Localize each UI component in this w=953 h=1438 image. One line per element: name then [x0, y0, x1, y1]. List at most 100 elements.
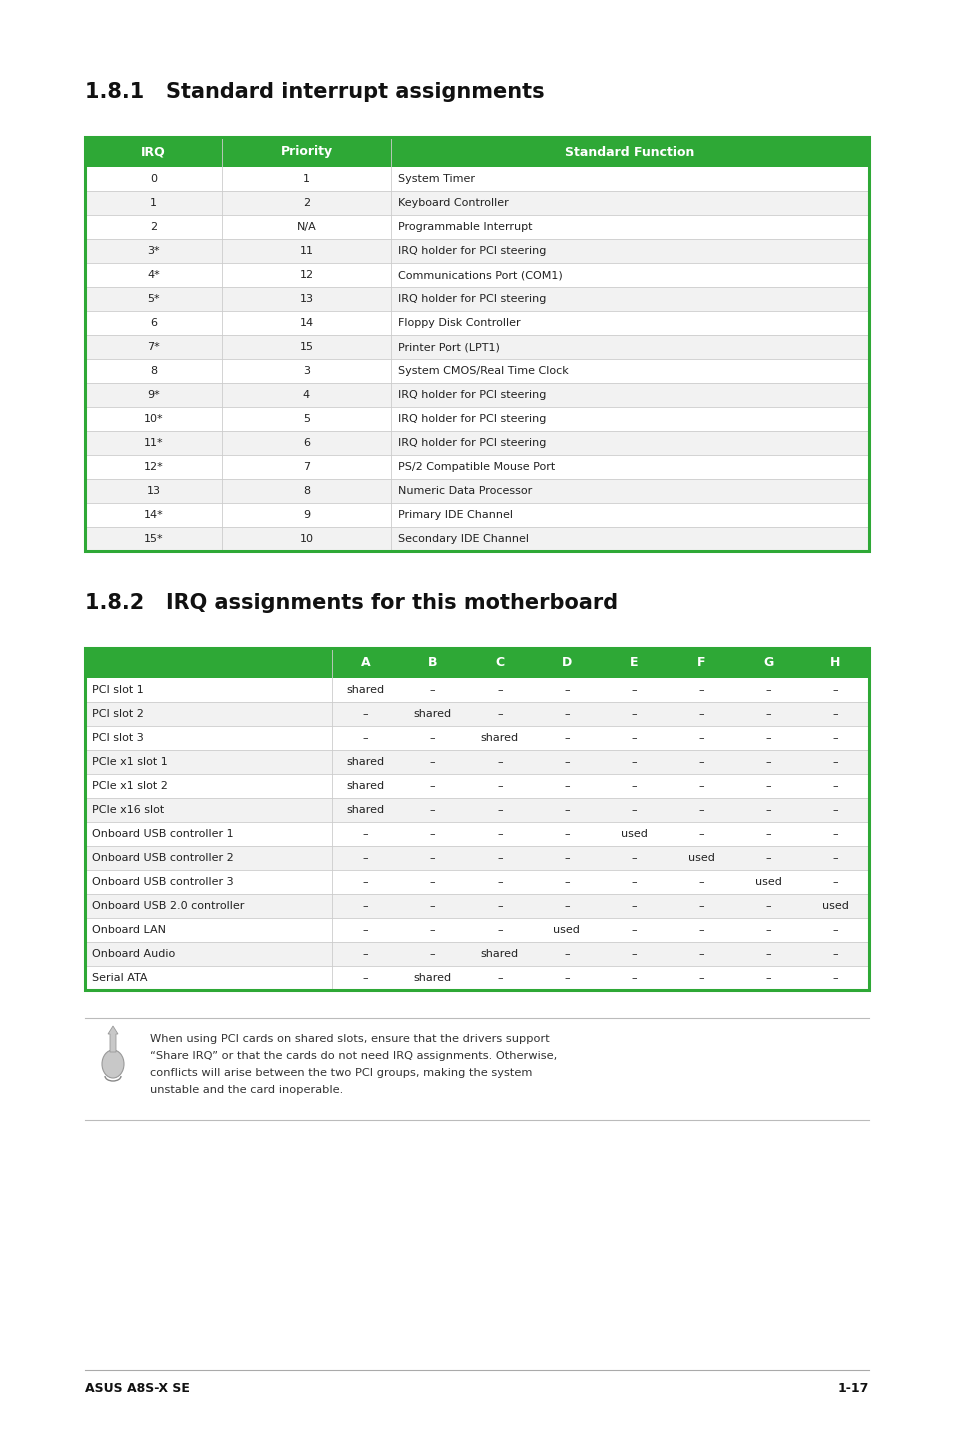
Bar — [398, 798, 466, 823]
Text: IRQ: IRQ — [141, 145, 166, 158]
Text: –: – — [631, 805, 637, 815]
Text: –: – — [698, 709, 703, 719]
Bar — [599, 774, 667, 798]
Text: Onboard USB controller 2: Onboard USB controller 2 — [91, 853, 233, 863]
Text: C: C — [495, 657, 504, 670]
Text: –: – — [832, 709, 838, 719]
Text: –: – — [764, 781, 770, 791]
Bar — [533, 649, 599, 677]
Bar — [734, 870, 801, 894]
Text: System Timer: System Timer — [397, 174, 475, 184]
Text: unstable and the card inoperable.: unstable and the card inoperable. — [150, 1086, 343, 1094]
Text: –: – — [563, 781, 569, 791]
Text: –: – — [832, 756, 838, 766]
Bar — [398, 966, 466, 989]
Text: –: – — [362, 877, 368, 887]
Bar — [222, 216, 391, 239]
Text: Secondary IDE Channel: Secondary IDE Channel — [397, 533, 528, 544]
Text: 1.8.1   Standard interrupt assignments: 1.8.1 Standard interrupt assignments — [85, 82, 544, 102]
Bar — [391, 454, 868, 479]
Text: 2: 2 — [303, 198, 310, 209]
Text: used: used — [553, 925, 579, 935]
Text: IRQ holder for PCI steering: IRQ holder for PCI steering — [397, 414, 545, 424]
Bar — [85, 726, 332, 751]
Bar — [85, 216, 222, 239]
Text: –: – — [832, 877, 838, 887]
Text: IRQ holder for PCI steering: IRQ holder for PCI steering — [397, 293, 545, 303]
Bar — [533, 774, 599, 798]
Bar — [734, 823, 801, 846]
Text: 8: 8 — [150, 367, 157, 375]
Bar — [85, 870, 332, 894]
Text: –: – — [832, 805, 838, 815]
Bar — [734, 894, 801, 917]
Bar — [599, 917, 667, 942]
Text: –: – — [698, 925, 703, 935]
Text: 1-17: 1-17 — [837, 1382, 868, 1395]
Text: Printer Port (LPT1): Printer Port (LPT1) — [397, 342, 499, 352]
Text: shared: shared — [346, 781, 384, 791]
Bar — [222, 526, 391, 551]
Bar — [85, 454, 222, 479]
Text: IRQ holder for PCI steering: IRQ holder for PCI steering — [397, 390, 545, 400]
Bar — [85, 263, 222, 288]
Text: Priority: Priority — [280, 145, 333, 158]
Text: –: – — [497, 828, 502, 838]
Bar — [85, 383, 222, 407]
Text: –: – — [362, 828, 368, 838]
Bar — [85, 798, 332, 823]
Bar — [85, 677, 332, 702]
Text: –: – — [362, 974, 368, 984]
Bar — [222, 454, 391, 479]
Text: –: – — [430, 684, 435, 695]
Bar — [801, 702, 868, 726]
Text: –: – — [563, 949, 569, 959]
Text: –: – — [698, 781, 703, 791]
Text: 5: 5 — [303, 414, 310, 424]
Text: –: – — [563, 877, 569, 887]
Bar — [466, 702, 533, 726]
Text: System CMOS/Real Time Clock: System CMOS/Real Time Clock — [397, 367, 568, 375]
Text: –: – — [430, 781, 435, 791]
Text: –: – — [631, 756, 637, 766]
Bar — [391, 360, 868, 383]
Text: Standard Function: Standard Function — [564, 145, 694, 158]
Bar — [85, 702, 332, 726]
Bar — [391, 239, 868, 263]
Bar — [801, 942, 868, 966]
Bar — [398, 917, 466, 942]
Text: –: – — [430, 805, 435, 815]
Bar — [599, 798, 667, 823]
Text: –: – — [698, 805, 703, 815]
Text: shared: shared — [346, 684, 384, 695]
Text: Primary IDE Channel: Primary IDE Channel — [397, 510, 512, 521]
Bar — [398, 846, 466, 870]
Bar — [398, 751, 466, 774]
Text: G: G — [762, 657, 773, 670]
Bar — [222, 137, 391, 167]
Text: –: – — [430, 949, 435, 959]
Text: –: – — [764, 853, 770, 863]
Bar — [734, 649, 801, 677]
Text: shared: shared — [414, 974, 451, 984]
Bar — [85, 823, 332, 846]
Text: –: – — [631, 781, 637, 791]
Bar — [599, 677, 667, 702]
Text: –: – — [430, 877, 435, 887]
Text: 14*: 14* — [144, 510, 163, 521]
Bar — [466, 823, 533, 846]
Text: –: – — [698, 756, 703, 766]
Bar — [466, 649, 533, 677]
Bar — [85, 942, 332, 966]
Text: 13: 13 — [299, 293, 314, 303]
Bar — [533, 702, 599, 726]
Text: –: – — [430, 733, 435, 743]
Bar — [398, 649, 466, 677]
Text: Numeric Data Processor: Numeric Data Processor — [397, 486, 532, 496]
Text: –: – — [497, 781, 502, 791]
Text: 3*: 3* — [147, 246, 160, 256]
Text: 10: 10 — [299, 533, 314, 544]
Bar — [332, 798, 398, 823]
Text: –: – — [563, 805, 569, 815]
Bar — [222, 431, 391, 454]
